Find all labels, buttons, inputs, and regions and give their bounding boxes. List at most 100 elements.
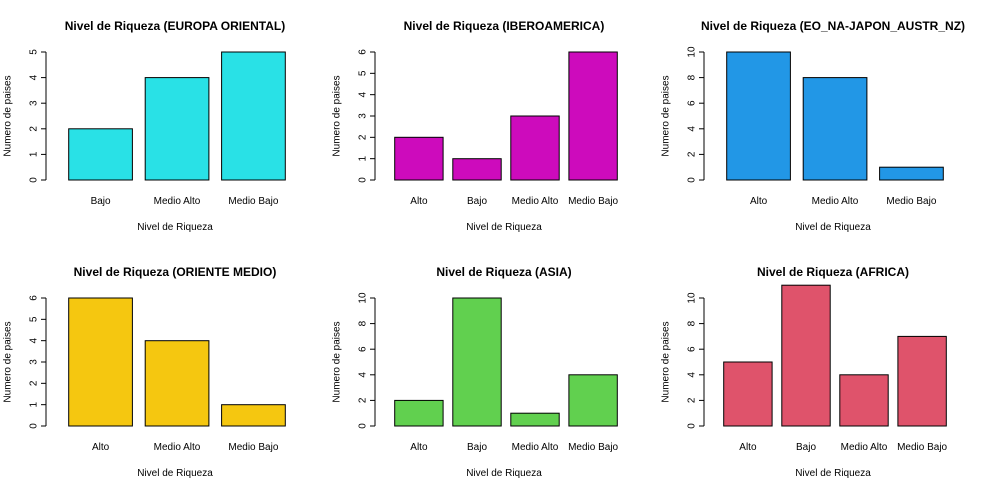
x-axis-label: Nivel de Riqueza	[137, 222, 213, 233]
category-label: Bajo	[91, 196, 111, 207]
y-axis-label: Numero de paises	[3, 321, 14, 402]
category-label: Bajo	[796, 442, 816, 453]
chart-panel: Nivel de Riqueza (EUROPA ORIENTAL) Bajo Me…	[3, 19, 286, 233]
y-tick-label: 0	[687, 177, 698, 183]
y-axis-label: Numero de paises	[661, 75, 672, 156]
x-axis-label: Nivel de Riqueza	[466, 222, 542, 233]
category-label: Bajo	[467, 442, 487, 453]
chart-panel: Nivel de Riqueza (ASIA) Alto Bajo Medio Alt…	[332, 265, 619, 479]
chart-title: Nivel de Riqueza (EUROPA ORIENTAL)	[65, 19, 285, 33]
chart-panel: Nivel de Riqueza (IBEROAMERICA) Alto Bajo M…	[332, 19, 619, 233]
y-tick-label: 10	[358, 292, 369, 304]
bar	[452, 297, 502, 427]
chart-title: Nivel de Riqueza (EO_NA-JAPON_AUSTR_NZ)	[701, 19, 965, 33]
y-tick-label: 0	[29, 423, 40, 429]
bar	[394, 136, 444, 181]
bar	[510, 412, 560, 427]
y-tick-label: 4	[358, 91, 369, 97]
y-tick-label: 6	[687, 100, 698, 106]
y-tick-label: 8	[687, 320, 698, 326]
bar	[879, 166, 944, 181]
bar	[568, 51, 618, 181]
x-axis-label: Nivel de Riqueza	[795, 222, 871, 233]
category-label: Medio Bajo	[886, 196, 936, 207]
bar	[802, 77, 868, 181]
category-label: Medio Bajo	[897, 442, 947, 453]
y-tick-label: 4	[29, 74, 40, 80]
chart-title: Nivel de Riqueza (IBEROAMERICA)	[404, 19, 605, 33]
y-tick-label: 3	[29, 359, 40, 365]
y-axis-label: Numero de paises	[332, 75, 343, 156]
y-tick-label: 6	[358, 346, 369, 352]
bar	[394, 399, 444, 427]
y-tick-label: 4	[687, 126, 698, 132]
category-label: Medio Alto	[154, 196, 201, 207]
category-label: Medio Bajo	[228, 196, 278, 207]
bar	[723, 361, 773, 427]
bar	[568, 374, 618, 427]
x-axis-label: Nivel de Riqueza	[795, 468, 871, 479]
category-label: Medio Alto	[841, 442, 888, 453]
y-tick-label: 8	[358, 320, 369, 326]
y-tick-label: 6	[29, 295, 40, 301]
category-label: Medio Bajo	[568, 196, 618, 207]
chart-title: Nivel de Riqueza (ASIA)	[436, 265, 571, 279]
bar	[221, 51, 286, 181]
y-tick-label: 2	[29, 380, 40, 386]
y-tick-label: 1	[29, 401, 40, 407]
category-label: Alto	[410, 196, 428, 207]
y-tick-label: 6	[687, 346, 698, 352]
y-tick-label: 5	[29, 316, 40, 322]
bar	[68, 297, 133, 427]
y-tick-label: 0	[358, 423, 369, 429]
category-label: Medio Alto	[812, 196, 859, 207]
x-axis-label: Nivel de Riqueza	[466, 468, 542, 479]
y-tick-label: 10	[687, 46, 698, 58]
y-tick-label: 4	[687, 372, 698, 378]
category-label: Alto	[750, 196, 768, 207]
bar	[221, 404, 286, 427]
y-tick-label: 5	[29, 49, 40, 55]
y-tick-label: 2	[687, 151, 698, 157]
y-tick-label: 4	[29, 337, 40, 343]
bar	[510, 115, 560, 181]
y-tick-label: 5	[358, 70, 369, 76]
bar	[452, 158, 502, 181]
y-axis-label: Numero de paises	[661, 321, 672, 402]
y-tick-label: 0	[29, 177, 40, 183]
bar	[144, 77, 210, 181]
bar	[726, 51, 791, 181]
y-tick-label: 2	[358, 134, 369, 140]
y-tick-label: 2	[358, 397, 369, 403]
category-label: Bajo	[467, 196, 487, 207]
y-tick-label: 0	[687, 423, 698, 429]
category-label: Medio Alto	[512, 442, 559, 453]
category-label: Alto	[92, 442, 110, 453]
x-axis-label: Nivel de Riqueza	[137, 468, 213, 479]
y-tick-label: 8	[687, 74, 698, 80]
chart-panel: Nivel de Riqueza (AFRICA) Alto Bajo Medio A…	[661, 265, 948, 479]
chart-title: Nivel de Riqueza (AFRICA)	[757, 265, 909, 279]
y-axis-label: Numero de paises	[332, 321, 343, 402]
bar	[144, 340, 210, 427]
category-label: Alto	[739, 442, 757, 453]
y-tick-label: 3	[358, 113, 369, 119]
category-label: Medio Bajo	[568, 442, 618, 453]
bar	[781, 284, 831, 427]
chart-panel: Nivel de Riqueza (ORIENTE MEDIO) Alto Medi…	[3, 265, 286, 479]
y-tick-label: 6	[358, 49, 369, 55]
y-tick-label: 4	[358, 372, 369, 378]
y-tick-label: 0	[358, 177, 369, 183]
category-label: Alto	[410, 442, 428, 453]
category-label: Medio Alto	[512, 196, 559, 207]
bar	[897, 335, 947, 427]
category-label: Medio Alto	[154, 442, 201, 453]
y-tick-label: 3	[29, 100, 40, 106]
y-tick-label: 2	[29, 126, 40, 132]
chart-title: Nivel de Riqueza (ORIENTE MEDIO)	[74, 265, 277, 279]
category-label: Medio Bajo	[228, 442, 278, 453]
y-tick-label: 1	[29, 151, 40, 157]
bar	[68, 128, 133, 181]
bar	[839, 374, 889, 427]
